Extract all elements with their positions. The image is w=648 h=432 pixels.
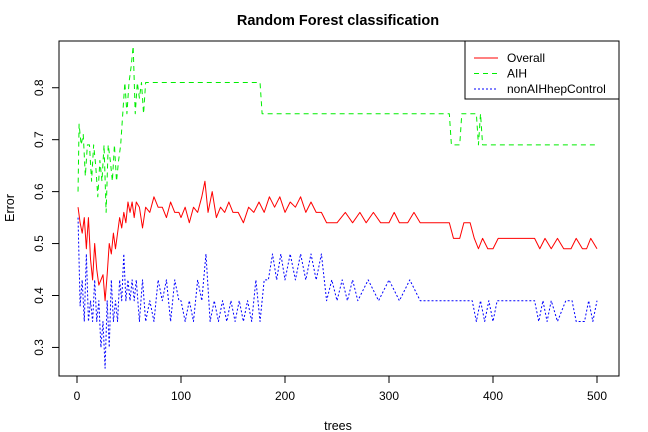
y-tick-label: 0.4 bbox=[32, 287, 46, 304]
series-layer bbox=[77, 45, 598, 369]
y-tick-label: 0.7 bbox=[32, 131, 46, 148]
legend-label-0: Overall bbox=[507, 51, 545, 65]
y-axis-label: Error bbox=[3, 194, 17, 222]
y-axis: 0.3 0.4 0.5 0.6 0.7 0.8 bbox=[32, 79, 60, 356]
series-line-2 bbox=[77, 217, 598, 369]
y-tick-label: 0.8 bbox=[32, 79, 46, 96]
y-tick-label: 0.3 bbox=[32, 339, 46, 356]
legend-label-2: nonAIHhepControl bbox=[507, 82, 606, 96]
x-tick-label: 300 bbox=[379, 389, 399, 403]
series-line-1 bbox=[77, 45, 597, 213]
x-tick-label: 500 bbox=[587, 389, 607, 403]
y-tick-label: 0.5 bbox=[32, 235, 46, 252]
x-tick-label: 400 bbox=[483, 389, 503, 403]
x-tick-label: 200 bbox=[275, 389, 295, 403]
series-line-0 bbox=[77, 180, 598, 302]
legend-label-1: AIH bbox=[507, 67, 527, 81]
x-axis-label: trees bbox=[324, 419, 352, 432]
chart-title: Random Forest classification bbox=[237, 13, 439, 29]
x-tick-label: 100 bbox=[171, 389, 191, 403]
x-axis: 0 100 200 300 400 500 bbox=[74, 375, 607, 403]
y-tick-label: 0.6 bbox=[32, 183, 46, 200]
x-tick-label: 0 bbox=[74, 389, 81, 403]
